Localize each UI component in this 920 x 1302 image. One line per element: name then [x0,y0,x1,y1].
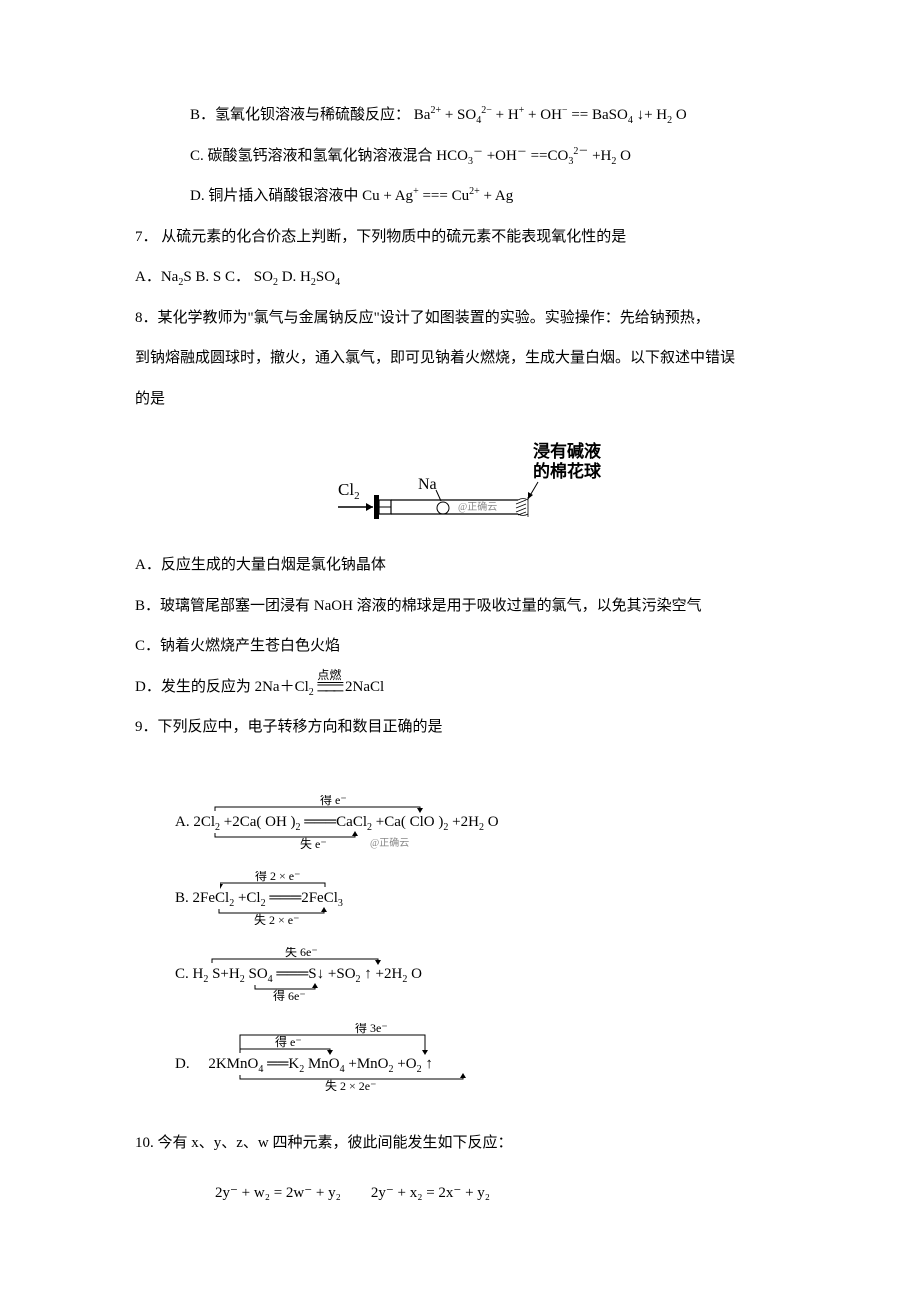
q9-options: 得 e⁻ A. 2Cl2 +2Ca( OH )2 ═══CaCl2 +Ca( C… [135,748,810,1123]
svg-text:的棉花球: 的棉花球 [533,461,602,481]
svg-text:浸有碱液: 浸有碱液 [533,441,601,461]
q8-optC: C．钠着火燃烧产生苍白色火焰 [135,626,810,667]
q10-equations: 2y⁻ + w₂ = 2w⁻ + y₂ 2y⁻ + x₂ = 2x⁻ + y₂ [135,1163,810,1214]
q9-optB: 得 2 × e⁻ B. 2FeCl2 +Cl2 ═══2FeCl3 失 2 × … [175,871,810,925]
svg-text:得 6e⁻: 得 6e⁻ [273,988,306,1001]
reaction-condition: 点燃 ═══─── [318,681,342,695]
q9-optD: 得 3e⁻ 得 e⁻ D. 2KMnO4 ══K2 MnO4 +MnO2 +O2… [175,1023,810,1091]
q6-optD: D. 铜片插入硝酸银溶液中 Cu + Ag+ === Cu2+ + Ag [135,176,810,217]
q8-line3: 的是 [135,379,810,420]
svg-text:得 2 × e⁻: 得 2 × e⁻ [255,871,300,883]
q9-optC: 失 6e⁻ C. H2 S+H2 SO4 ═══S↓ +SO2 ↑ +2H2 O… [175,947,810,1001]
svg-text:Cl2: Cl2 [338,480,360,502]
q7-options: A．Na2S B. S C． SO2 D. H2SO4 [135,257,810,298]
svg-text:失 e⁻: 失 e⁻ [300,836,327,849]
q8-optB: B．玻璃管尾部塞一团浸有 NaOH 溶液的棉球是用于吸收过量的氯气，以免其污染空… [135,586,810,627]
q8-diagram: Cl2 Na @正确云 浸有碱液 的棉花球 [135,437,810,527]
svg-text:得 e⁻: 得 e⁻ [275,1034,302,1049]
q9-text: 9．下列反应中，电子转移方向和数目正确的是 [135,707,810,748]
q8-optD: D．发生的反应为 2Na＋Cl2 点燃 ═══─── 2NaCl [135,667,810,708]
svg-text:失 2 × e⁻: 失 2 × e⁻ [254,912,299,925]
q10-text: 10. 今有 x、y、z、w 四种元素，彼此间能发生如下反应： [135,1123,810,1164]
q6-optB-text: B．氢氧化钡溶液与稀硫酸反应： [190,107,410,123]
q9-optA: 得 e⁻ A. 2Cl2 +2Ca( OH )2 ═══CaCl2 +Ca( C… [175,795,810,849]
q8-line2: 到钠熔融成圆球时，撤火，通入氯气，即可见钠着火燃烧，生成大量白烟。以下叙述中错误 [135,338,810,379]
svg-text:失 6e⁻: 失 6e⁻ [285,947,318,959]
q8-optA: A．反应生成的大量白烟是氯化钠晶体 [135,545,810,586]
svg-text:得 3e⁻: 得 3e⁻ [355,1023,388,1035]
q6-optC: C. 碳酸氢钙溶液和氢氧化钠溶液混合 HCO3－ +OH－ ==CO32－ +H… [135,136,810,177]
q8-line1: 8．某化学教师为"氯气与金属钠反应"设计了如图装置的实验。实验操作：先给钠预热， [135,298,810,339]
svg-text:失 2 × 2e⁻: 失 2 × 2e⁻ [325,1078,376,1091]
q6-optB: B．氢氧化钡溶液与稀硫酸反应： Ba2+ + SO42− + H+ + OH− … [135,95,810,136]
svg-text:Na: Na [418,476,437,493]
q7-text: 7． 从硫元素的化合价态上判断，下列物质中的硫元素不能表现氧化性的是 [135,217,810,258]
svg-text:@正确云: @正确云 [458,500,497,513]
svg-text:得 e⁻: 得 e⁻ [320,795,347,807]
svg-text:@正确云: @正确云 [370,836,409,849]
